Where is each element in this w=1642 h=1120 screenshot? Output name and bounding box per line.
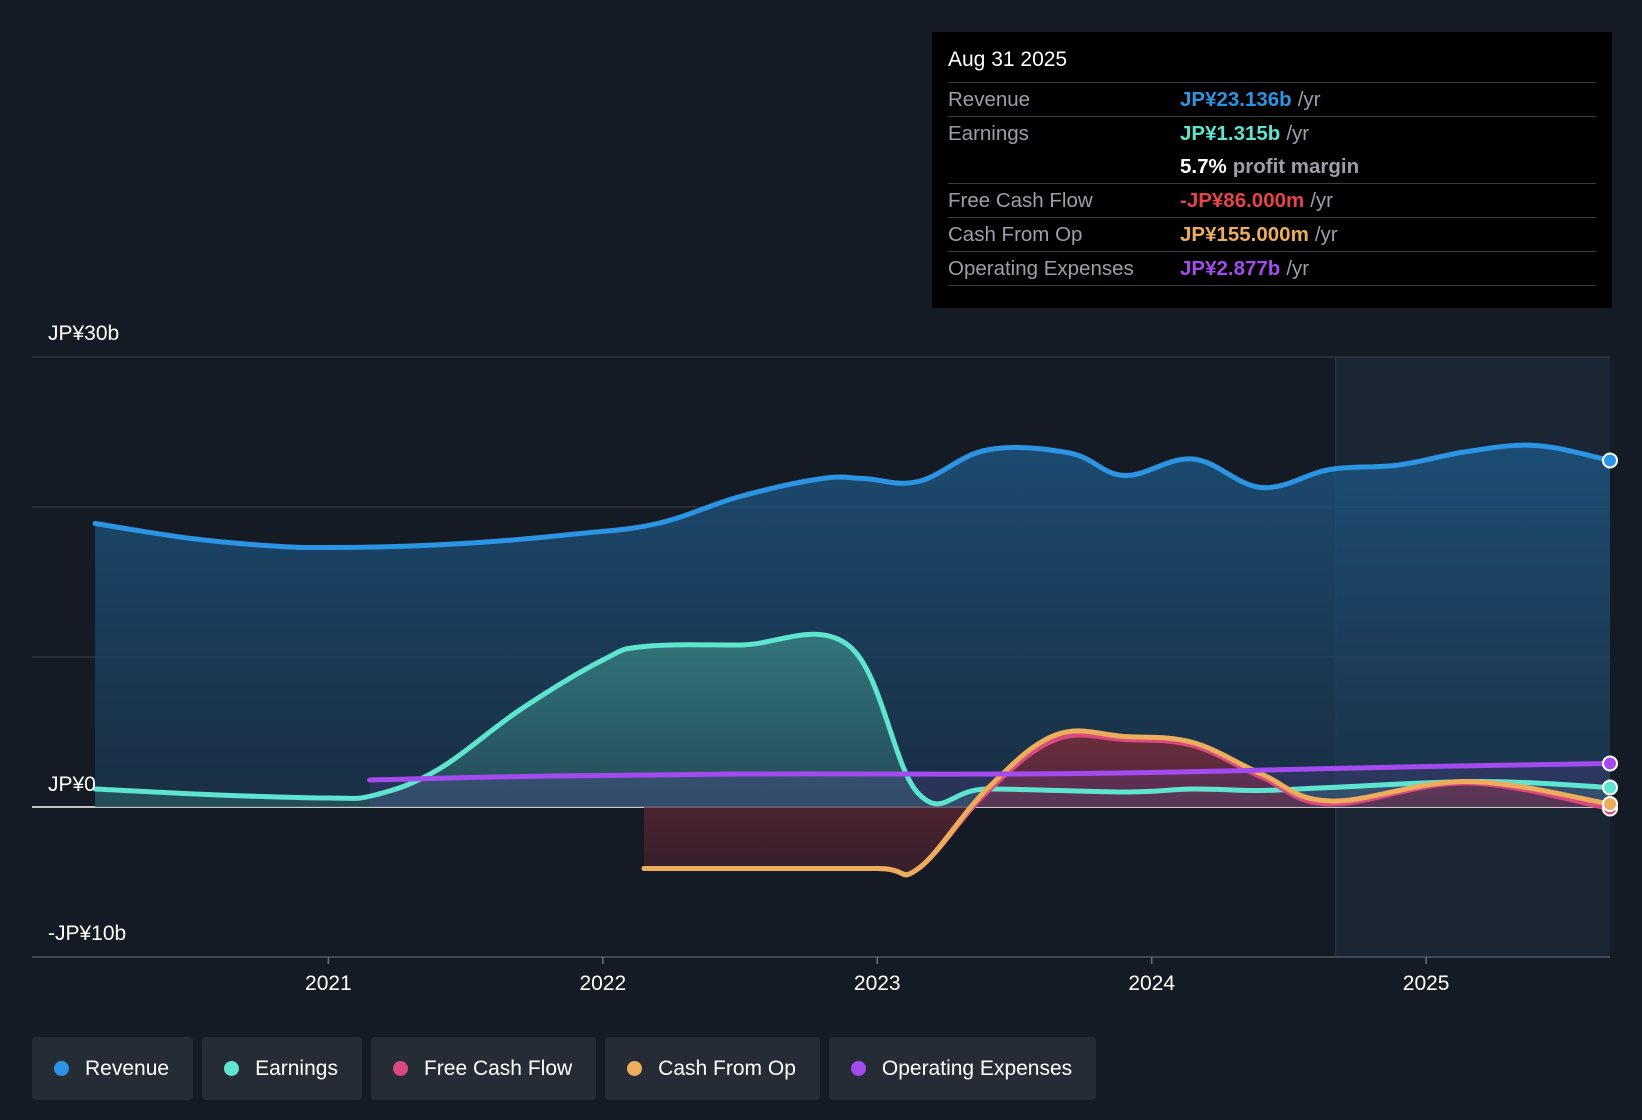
- opex-end-marker: [1602, 755, 1618, 772]
- y-label-zero: JP¥0: [48, 773, 96, 796]
- legend-item-earnings[interactable]: Earnings: [202, 1037, 362, 1100]
- x-tick-label: 2024: [1128, 972, 1175, 995]
- tooltip-row-earnings: Earnings JP¥1.315b /yr: [948, 117, 1596, 150]
- y-label-bottom: -JP¥10b: [48, 922, 126, 945]
- tooltip-date: Aug 31 2025: [948, 46, 1596, 83]
- legend-label: Cash From Op: [658, 1056, 796, 1080]
- opex-line: [367, 761, 1613, 783]
- tooltip-row-cfo: Cash From Op JP¥155.000m /yr: [948, 218, 1596, 252]
- profit-margin-value: 5.7%: [1180, 154, 1227, 178]
- legend-label: Earnings: [255, 1056, 338, 1080]
- revenue-end-marker: [1602, 452, 1618, 469]
- legend-dot-operating-expenses: [850, 1061, 866, 1076]
- revenue-area: [95, 445, 1611, 807]
- series-end-markers: [1602, 452, 1618, 817]
- revenue-line: [92, 442, 1613, 551]
- tooltip-label: Operating Expenses: [948, 256, 1134, 280]
- tooltip-label: Revenue: [948, 87, 1031, 111]
- x-tick-label: 2025: [1403, 972, 1450, 995]
- tooltip-unit: /yr: [1314, 222, 1338, 246]
- legend-label: Revenue: [85, 1056, 170, 1080]
- legend-item-cash-from-op[interactable]: Cash From Op: [605, 1037, 820, 1100]
- tooltip-value: -JP¥86.000m: [1180, 188, 1305, 212]
- tooltip-panel: Aug 31 2025 Revenue JP¥23.136b /yr Earni…: [932, 32, 1612, 308]
- tooltip-value: JP¥1.315b: [1180, 121, 1281, 145]
- legend-dot-earnings: [224, 1061, 240, 1076]
- tooltip-label: Earnings: [948, 121, 1029, 145]
- legend-dot-cash-from-op: [627, 1061, 643, 1076]
- tooltip-unit: /yr: [1286, 121, 1310, 145]
- cfo-end-marker: [1602, 796, 1618, 812]
- x-tick-label: 2022: [579, 972, 626, 995]
- legend-label: Free Cash Flow: [423, 1056, 573, 1080]
- y-label-top: JP¥30b: [48, 322, 119, 345]
- x-axis-ticks: 2021 2022 2023 2024 2025: [32, 956, 1610, 995]
- earnings-end-marker: [1602, 779, 1618, 796]
- fcf-area: [644, 735, 1610, 875]
- tooltip-unit: /yr: [1297, 87, 1321, 111]
- tooltip-value: JP¥155.000m: [1180, 222, 1309, 246]
- legend-item-revenue[interactable]: Revenue: [32, 1037, 194, 1100]
- legend-item-free-cash-flow[interactable]: Free Cash Flow: [370, 1037, 597, 1100]
- tooltip-value: JP¥23.136b: [1180, 87, 1292, 111]
- tooltip-row-revenue: Revenue JP¥23.136b /yr: [948, 83, 1596, 117]
- tooltip-row-opex: Operating Expenses JP¥2.877b /yr: [948, 252, 1596, 286]
- tooltip-label: Cash From Op: [948, 222, 1083, 246]
- series-lines: [92, 442, 1613, 878]
- x-tick-label: 2023: [854, 972, 901, 995]
- tooltip-label: Free Cash Flow: [948, 188, 1093, 212]
- earnings-area: [95, 634, 1611, 807]
- legend-dot-revenue: [54, 1061, 69, 1076]
- tooltip-value: JP¥2.877b: [1180, 256, 1281, 280]
- tooltip-row-fcf: Free Cash Flow -JP¥86.000m /yr: [948, 184, 1596, 218]
- legend-dot-free-cash-flow: [392, 1061, 408, 1076]
- profit-margin-label: profit margin: [1232, 154, 1360, 178]
- legend-label: Operating Expenses: [881, 1056, 1073, 1080]
- x-tick-label: 2021: [305, 972, 352, 995]
- legend-item-operating-expenses[interactable]: Operating Expenses: [828, 1037, 1097, 1100]
- tooltip-row-margin: 5.7% profit margin: [948, 150, 1596, 184]
- tooltip-unit: /yr: [1310, 188, 1334, 212]
- legend: Revenue Earnings Free Cash Flow Cash Fro…: [32, 1037, 1097, 1100]
- tooltip-unit: /yr: [1286, 256, 1310, 280]
- cfo-line: [641, 728, 1613, 878]
